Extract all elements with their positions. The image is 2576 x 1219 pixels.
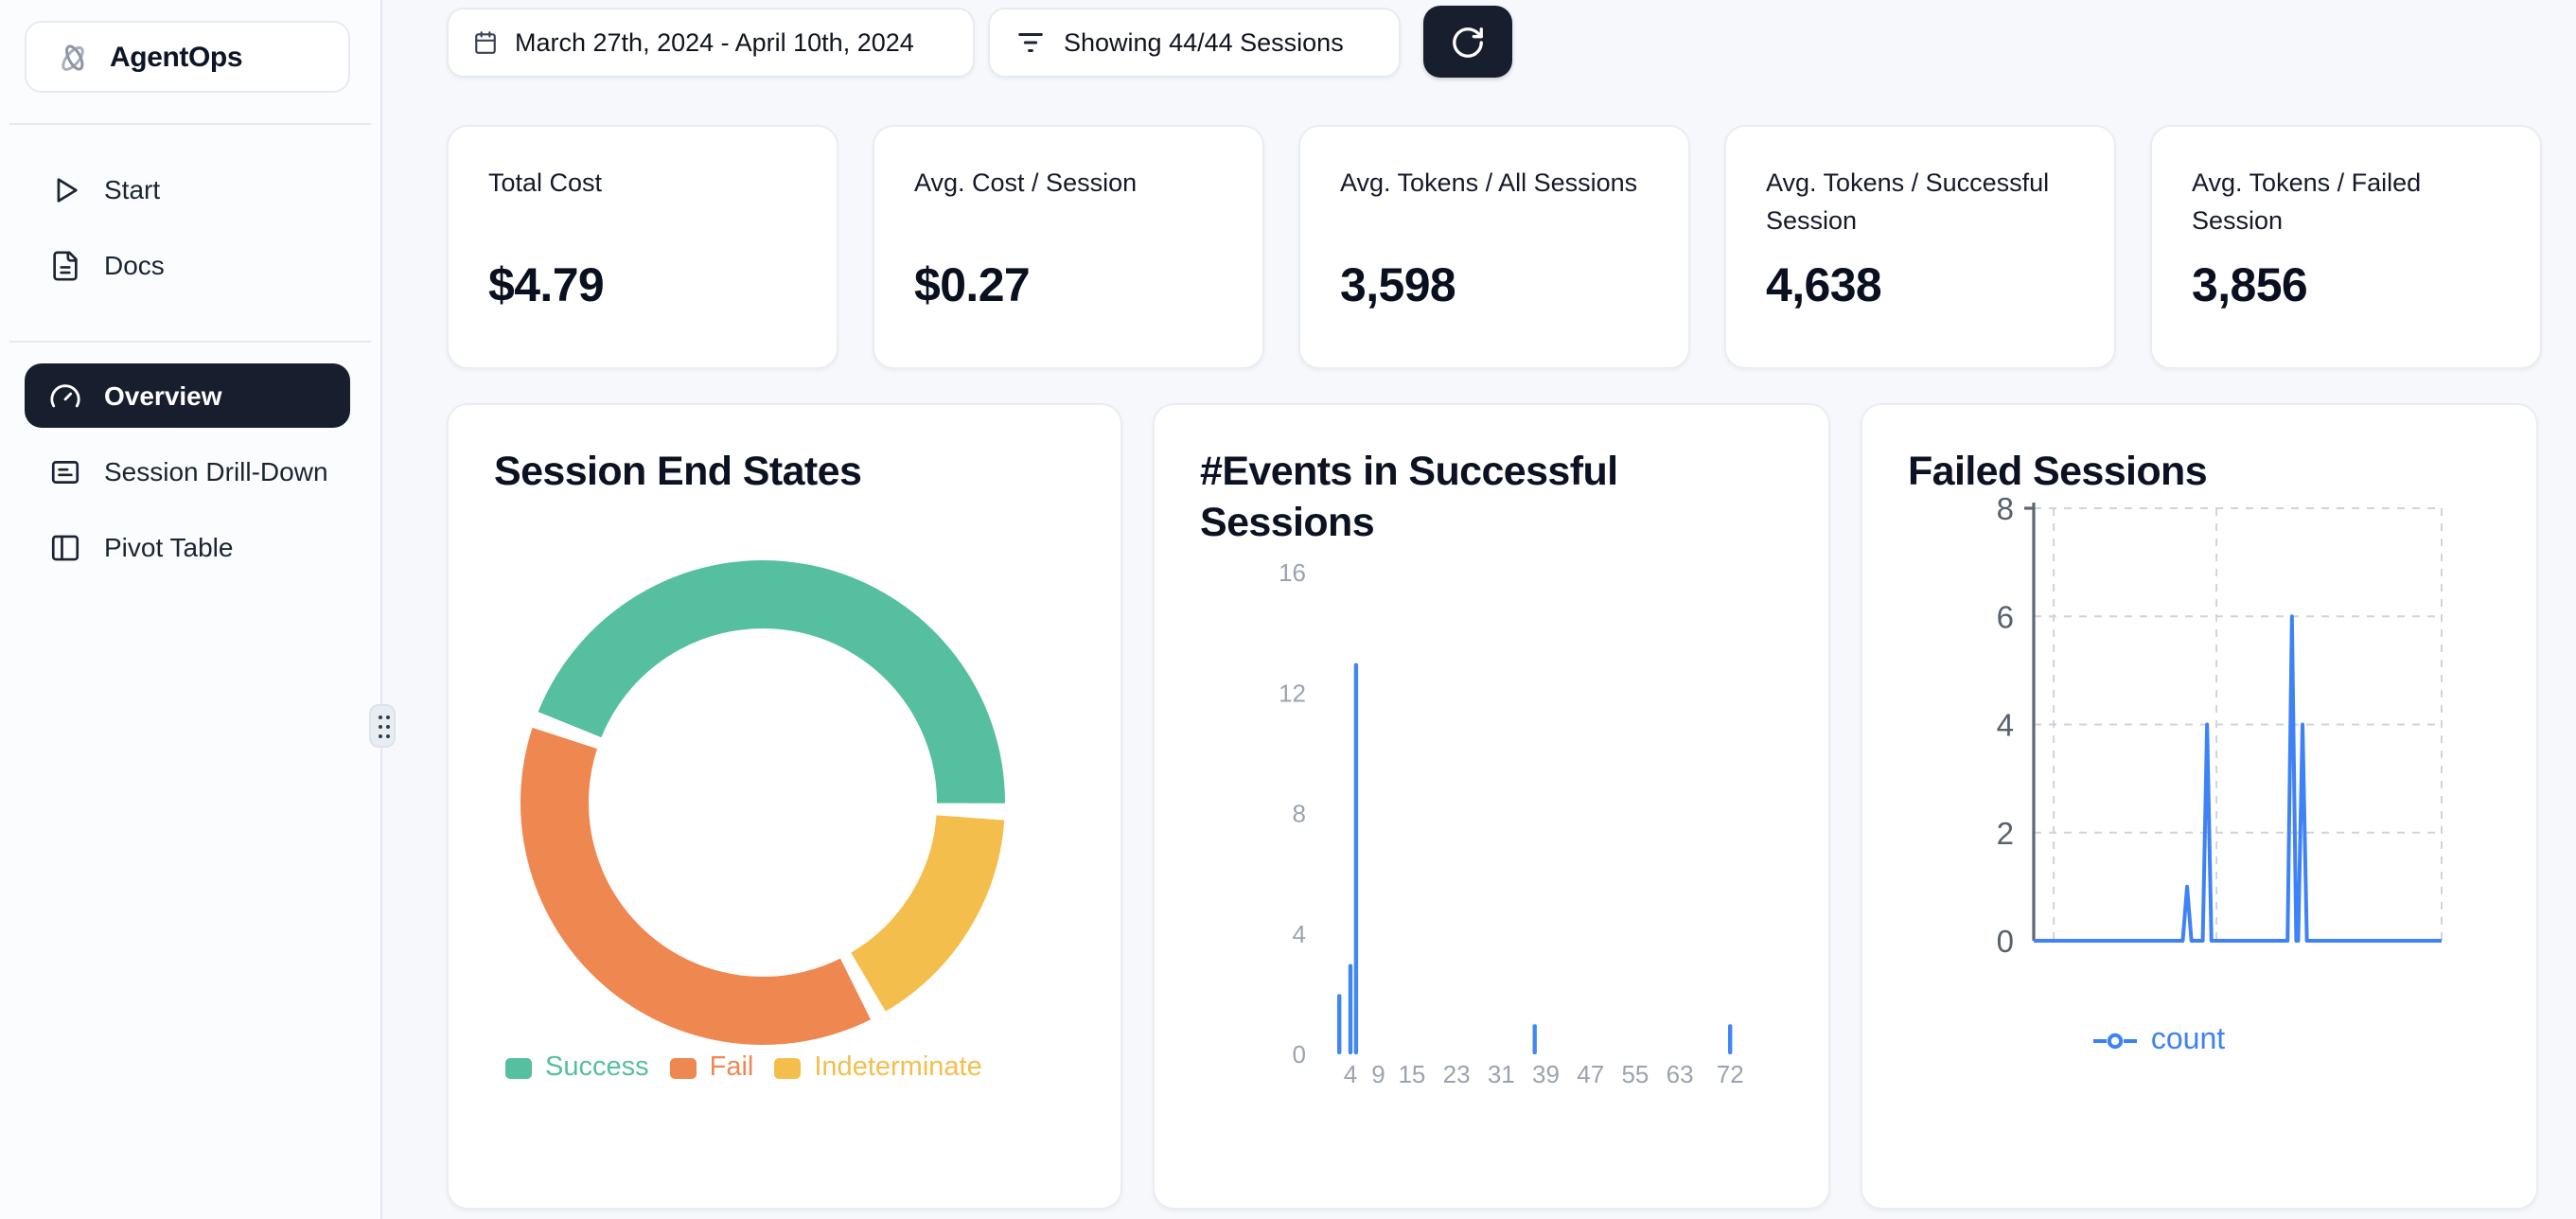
sessions-filter-label: Showing 44/44 Sessions <box>1064 28 1344 57</box>
stat-value: 3,856 <box>2192 259 2308 313</box>
x-tick-label: 39 <box>1532 1060 1560 1088</box>
x-tick-label: 15 <box>1398 1060 1425 1088</box>
x-tick-label: 72 <box>1717 1060 1744 1088</box>
donut-slice-indeterminate[interactable] <box>850 814 1005 1012</box>
document-icon <box>49 249 81 281</box>
legend-label: Indeterminate <box>814 1052 982 1083</box>
y-tick-label: 4 <box>1997 708 2014 743</box>
app-title: AgentOps <box>110 41 243 73</box>
sidebar: AgentOps Start Docs Overview <box>0 0 382 1219</box>
filter-icon <box>1015 26 1047 59</box>
histogram-bar[interactable] <box>1353 662 1359 1054</box>
refresh-button[interactable] <box>1423 6 1512 78</box>
y-tick-label: 8 <box>1293 800 1306 828</box>
date-range-button[interactable]: March 27th, 2024 - April 10th, 2024 <box>447 8 975 78</box>
sidebar-item-label: Overview <box>104 380 222 411</box>
donut-slice-success[interactable] <box>538 560 1005 804</box>
drag-dots-icon <box>378 715 381 718</box>
pivot-table-icon <box>49 531 81 563</box>
y-tick-label: 12 <box>1279 679 1306 707</box>
stat-card-avg-cost-session: Avg. Cost / Session $0.27 <box>873 125 1264 369</box>
stat-card-avg-tokens-successful: Avg. Tokens / Successful Session 4,638 <box>1724 125 2116 369</box>
gauge-icon <box>49 380 81 412</box>
y-tick-label: 0 <box>1293 1040 1306 1069</box>
sidebar-item-label: Start <box>104 174 161 204</box>
session-end-states-donut[interactable] <box>449 405 1124 1211</box>
calendar-icon <box>473 30 498 55</box>
chart-title: #Events in Successful Sessions <box>1200 449 1618 546</box>
stat-label: Avg. Tokens / All Sessions <box>1340 168 1638 197</box>
stat-value: 3,598 <box>1340 259 1456 312</box>
sidebar-item-start[interactable]: Start <box>25 157 350 221</box>
stat-label: Avg. Tokens / Failed Session <box>2192 168 2422 235</box>
legend-label: Success <box>545 1052 649 1083</box>
sidebar-item-label: Session Drill-Down <box>104 456 328 486</box>
x-tick-label: 55 <box>1621 1060 1649 1088</box>
stat-value: $0.27 <box>914 259 1031 312</box>
paperclip-logo-icon <box>53 37 93 77</box>
sidebar-item-overview[interactable]: Overview <box>25 363 350 428</box>
sidebar-divider <box>9 341 371 343</box>
sidebar-item-label: Pivot Table <box>104 532 234 562</box>
chart-title: Session End States <box>494 449 862 494</box>
legend-item-indeterminate[interactable]: Indeterminate <box>774 1052 982 1083</box>
stat-label: Total Cost <box>488 168 603 197</box>
sidebar-item-pivot-table[interactable]: Pivot Table <box>25 515 350 579</box>
line-series-marker-icon <box>2093 1032 2138 1051</box>
sidebar-item-session-drill-down[interactable]: Session Drill-Down <box>25 439 350 504</box>
x-tick-label: 4 <box>1344 1060 1357 1088</box>
y-tick-label: 0 <box>1997 924 2014 959</box>
donut-slice-fail[interactable] <box>520 727 872 1045</box>
stat-value: 4,638 <box>1766 259 1882 313</box>
legend-item-success[interactable]: Success <box>505 1052 649 1083</box>
stat-label: Avg. Tokens / Successful Session <box>1766 168 2050 235</box>
x-tick-label: 63 <box>1667 1060 1694 1088</box>
date-range-label: March 27th, 2024 - April 10th, 2024 <box>515 28 914 57</box>
x-tick-label: 23 <box>1443 1060 1471 1088</box>
x-tick-label: 31 <box>1488 1060 1515 1088</box>
y-tick-label: 2 <box>1997 816 2014 851</box>
stat-card-avg-tokens-all: Avg. Tokens / All Sessions 3,598 <box>1298 125 1690 369</box>
y-tick-label: 4 <box>1293 920 1306 948</box>
session-end-states-card: Session End States Success Fail Indetermin… <box>447 403 1122 1210</box>
donut-legend: Success Fail Indeterminate <box>505 1052 982 1083</box>
legend-swatch-icon <box>669 1057 697 1078</box>
sidebar-item-docs[interactable]: Docs <box>25 233 350 297</box>
legend-swatch-icon <box>505 1057 532 1078</box>
x-tick-label: 47 <box>1577 1060 1604 1088</box>
histogram-bar[interactable] <box>1532 1024 1537 1054</box>
x-tick-label: 9 <box>1371 1060 1385 1088</box>
session-list-icon <box>49 455 81 487</box>
y-tick-label: 16 <box>1279 558 1306 587</box>
y-tick-label: 6 <box>1997 599 2014 634</box>
stats-row: Total Cost $4.79 Avg. Cost / Session $0.… <box>447 125 2542 369</box>
events-histogram-card: #Events in Successful Sessions 16 12 8 4 0 4 9… <box>1153 403 1830 1210</box>
refresh-icon <box>1450 24 1486 60</box>
chart-title: Failed Sessions <box>1908 449 2208 494</box>
legend-item-fail[interactable]: Fail <box>669 1052 754 1083</box>
histogram-bar[interactable] <box>1348 963 1353 1054</box>
play-icon <box>49 173 81 205</box>
legend-swatch-icon <box>774 1057 802 1078</box>
legend-label: Fail <box>709 1052 754 1083</box>
sidebar-resize-handle[interactable] <box>369 704 396 748</box>
count-legend[interactable]: count <box>1955 1024 2364 1058</box>
histogram-bar[interactable] <box>1337 994 1342 1054</box>
stat-card-avg-tokens-failed: Avg. Tokens / Failed Session 3,856 <box>2150 125 2542 369</box>
main-content: March 27th, 2024 - April 10th, 2024 Show… <box>382 0 2576 1219</box>
logo[interactable]: AgentOps <box>25 21 350 93</box>
count-series-line[interactable] <box>2034 614 2442 943</box>
charts-row: Session End States Success Fail Indetermin… <box>447 403 2538 1210</box>
sidebar-item-label: Docs <box>104 250 165 280</box>
sessions-filter-button[interactable]: Showing 44/44 Sessions <box>988 8 1401 78</box>
stat-label: Avg. Cost / Session <box>914 168 1138 197</box>
stat-value: $4.79 <box>488 259 605 312</box>
histogram-bar[interactable] <box>1728 1024 1733 1054</box>
sidebar-divider <box>9 123 371 125</box>
stat-card-total-cost: Total Cost $4.79 <box>447 125 838 369</box>
count-legend-label: count <box>2150 1024 2226 1056</box>
